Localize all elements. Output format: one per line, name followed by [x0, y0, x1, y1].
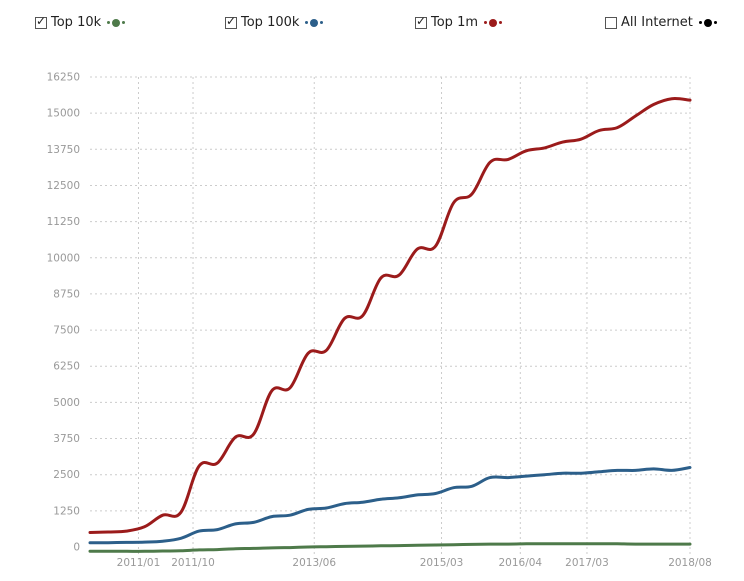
y-tick-label: 0: [73, 542, 80, 554]
checkmark-icon: ✓: [36, 13, 47, 28]
checkmark-icon: ✓: [226, 13, 237, 28]
y-tick-label: 1250: [53, 505, 80, 517]
x-tick-label: 2011/01: [117, 557, 161, 569]
series-line-top-100k: [88, 466, 692, 545]
y-tick-label: 8750: [53, 288, 80, 300]
y-tick-label: 16250: [47, 72, 80, 84]
legend-label-top-1m: Top 1m: [431, 15, 479, 30]
legend-label-top-100k: Top 100k: [241, 15, 300, 30]
legend: ✓ Top 10k ✓ Top 100k ✓ Top 1m All Intern…: [0, 0, 744, 50]
x-tick-label: 2011/10: [171, 557, 215, 569]
y-tick-label: 2500: [53, 469, 80, 481]
x-tick-label: 2016/04: [498, 557, 542, 569]
y-tick-label: 11250: [47, 216, 80, 228]
series-swatch-icon: [107, 18, 126, 27]
y-tick-label: 13750: [47, 144, 80, 156]
checkbox-top-100k[interactable]: ✓: [225, 13, 237, 29]
x-tick-label: 2013/06: [292, 557, 336, 569]
series-swatch-icon: [698, 18, 717, 27]
y-tick-label: 15000: [47, 108, 80, 120]
x-tick-label: 2018/08: [668, 557, 712, 569]
series-line-top-10k: [88, 542, 692, 553]
checkmark-icon: ✓: [416, 13, 427, 28]
legend-item-all-internet[interactable]: All Internet: [605, 15, 717, 30]
checkbox-all-internet[interactable]: [605, 16, 617, 29]
x-tick-label: 2015/03: [420, 557, 464, 569]
checkbox-top-10k[interactable]: ✓: [35, 13, 47, 29]
y-tick-label: 6250: [53, 361, 80, 373]
y-tick-label: 7500: [53, 325, 80, 337]
x-tick-label: 2017/03: [565, 557, 609, 569]
checkbox-top-1m[interactable]: ✓: [415, 13, 427, 29]
legend-item-top-1m[interactable]: ✓ Top 1m: [415, 13, 503, 30]
legend-item-top-10k[interactable]: ✓ Top 10k: [35, 13, 126, 30]
y-tick-label: 5000: [53, 397, 80, 409]
y-tick-label: 12500: [47, 180, 80, 192]
legend-item-top-100k[interactable]: ✓ Top 100k: [225, 13, 324, 30]
legend-label-top-10k: Top 10k: [51, 15, 102, 30]
y-tick-label: 3750: [53, 433, 80, 445]
series-swatch-icon: [484, 18, 503, 27]
series-swatch-icon: [305, 18, 324, 27]
series-line-top-1m: [88, 97, 692, 534]
y-tick-label: 10000: [47, 252, 80, 264]
legend-label-all-internet: All Internet: [621, 15, 693, 30]
